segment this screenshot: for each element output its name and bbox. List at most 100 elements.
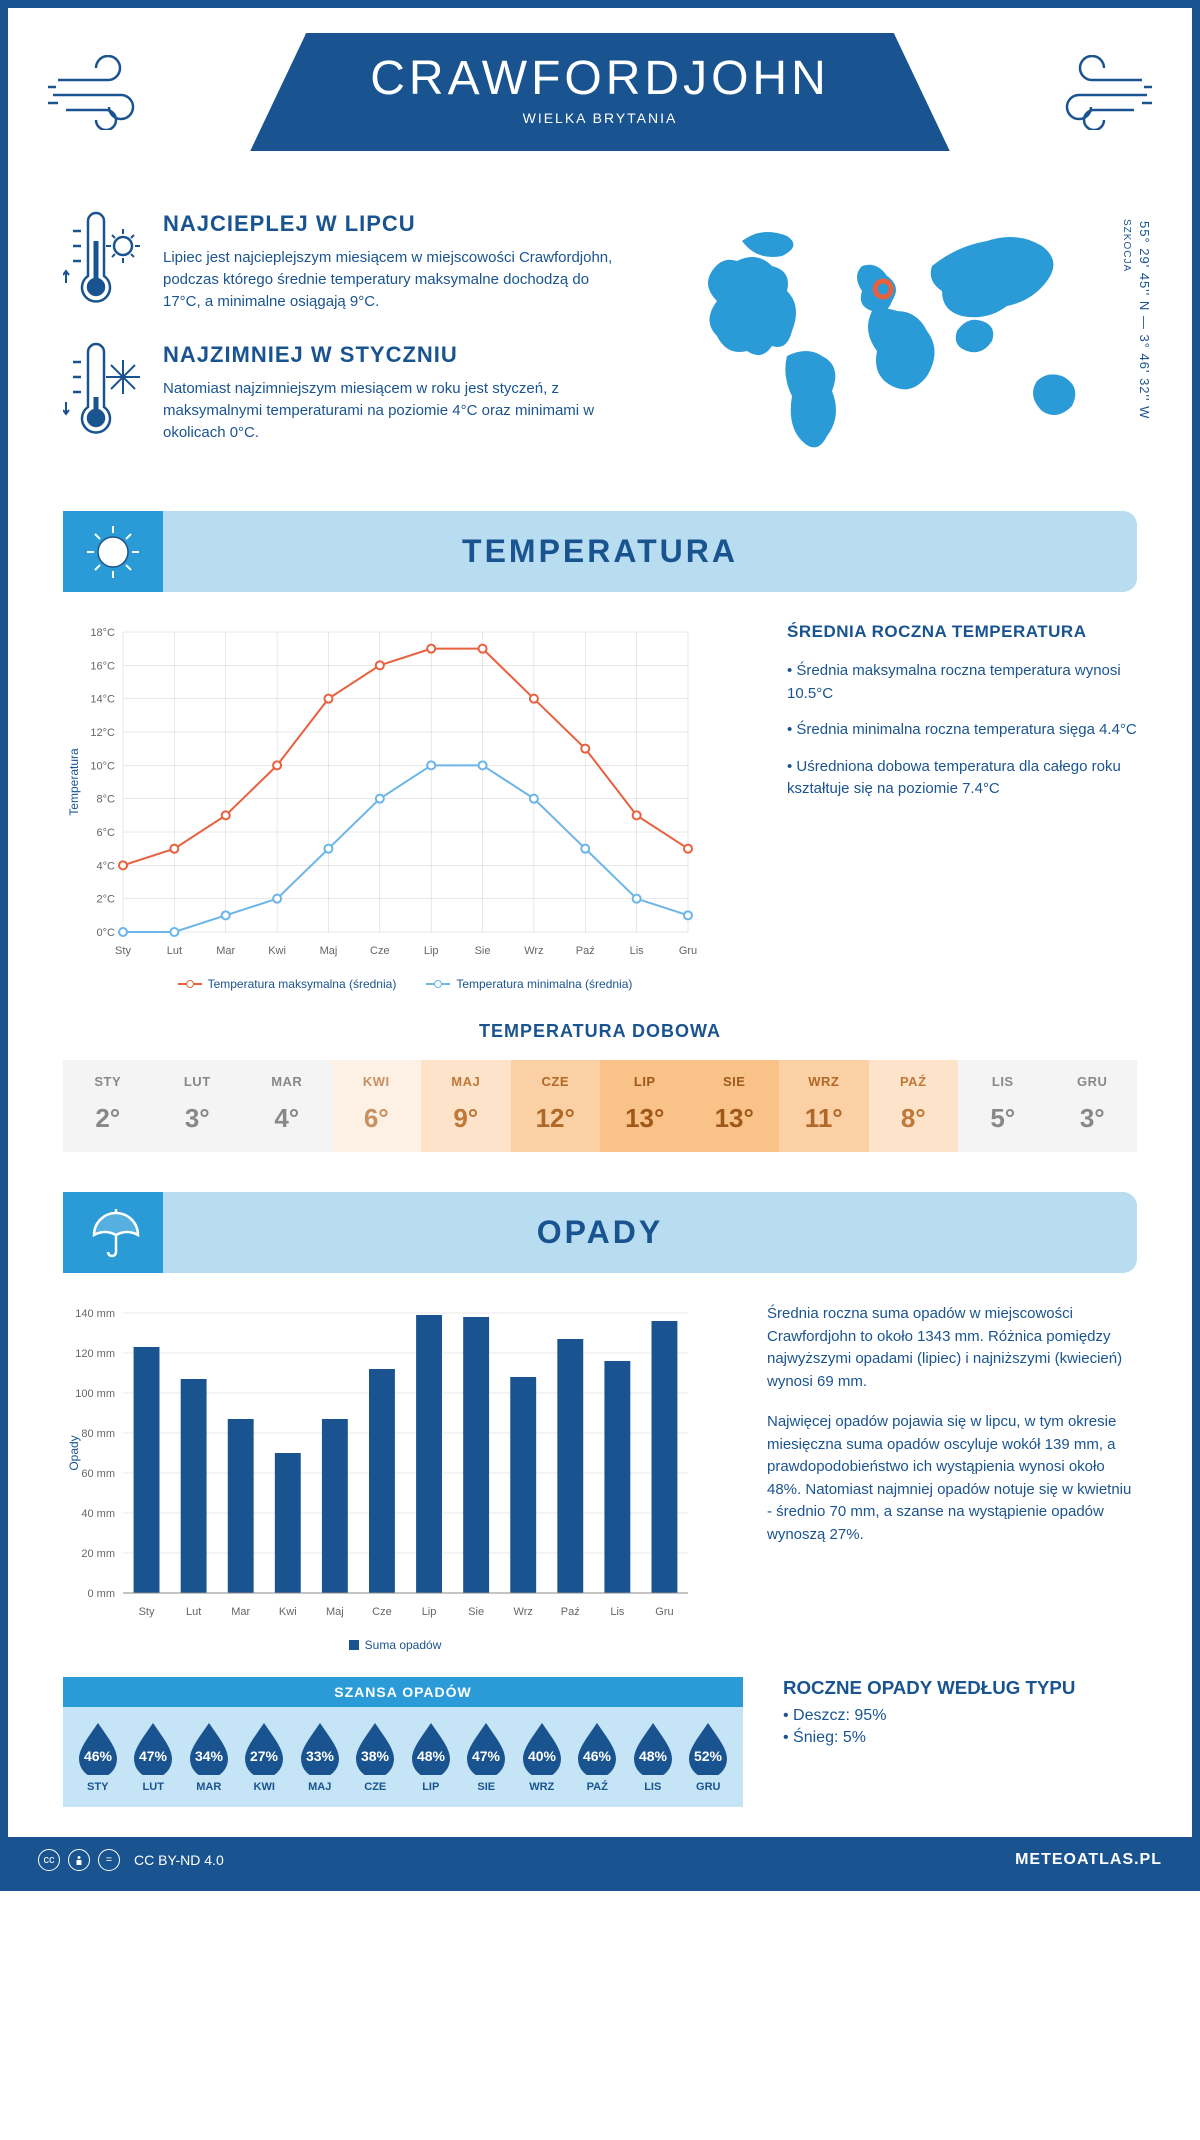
license-text: CC BY-ND 4.0 xyxy=(134,1852,224,1868)
daily-cell: GRU 3° xyxy=(1048,1060,1138,1152)
precip-type-title: ROCZNE OPADY WEDŁUG TYPU xyxy=(783,1677,1137,1699)
world-map-panel: SZKOCJA 55° 29' 45'' N — 3° 46' 32'' W xyxy=(657,211,1137,476)
warmest-title: NAJCIEPLEJ W LIPCU xyxy=(163,211,627,237)
chance-drop: 27% KWI xyxy=(238,1721,292,1793)
svg-text:Paź: Paź xyxy=(576,945,595,957)
svg-text:Sie: Sie xyxy=(475,945,491,957)
precipitation-title: OPADY xyxy=(63,1214,1137,1251)
svg-text:Lip: Lip xyxy=(422,1606,437,1618)
svg-text:Sty: Sty xyxy=(115,945,131,957)
svg-text:47%: 47% xyxy=(472,1748,501,1764)
precipitation-chance: SZANSA OPADÓW 46% STY 47% LUT 34% MAR 27… xyxy=(63,1677,743,1807)
daily-cell: LIP 13° xyxy=(600,1060,690,1152)
precip-type-bullet: • Deszcz: 95% xyxy=(783,1707,1137,1725)
temp-bullet: • Średnia minimalna roczna temperatura s… xyxy=(787,719,1137,742)
svg-text:80 mm: 80 mm xyxy=(81,1428,115,1440)
svg-text:0°C: 0°C xyxy=(97,927,116,939)
chance-drop: 48% LIS xyxy=(626,1721,680,1793)
chance-drop: 46% STY xyxy=(71,1721,125,1793)
svg-text:Lut: Lut xyxy=(186,1606,201,1618)
svg-text:33%: 33% xyxy=(306,1748,335,1764)
svg-text:Lis: Lis xyxy=(630,945,645,957)
wind-icon-left xyxy=(48,55,158,130)
chance-title: SZANSA OPADÓW xyxy=(63,1677,743,1707)
precip-p1: Średnia roczna suma opadów w miejscowośc… xyxy=(767,1303,1137,1393)
chance-drop: 52% GRU xyxy=(682,1721,736,1793)
svg-text:14°C: 14°C xyxy=(90,694,115,706)
legend-precip: Suma opadów xyxy=(365,1638,442,1652)
svg-text:16°C: 16°C xyxy=(90,660,115,672)
svg-text:46%: 46% xyxy=(84,1748,113,1764)
daily-cell: STY 2° xyxy=(63,1060,153,1152)
daily-cell: MAJ 9° xyxy=(421,1060,511,1152)
svg-text:38%: 38% xyxy=(361,1748,390,1764)
svg-text:140 mm: 140 mm xyxy=(75,1308,115,1320)
precipitation-chart: 0 mm20 mm40 mm60 mm80 mm100 mm120 mm140 … xyxy=(63,1303,703,1623)
svg-text:48%: 48% xyxy=(417,1748,446,1764)
svg-text:Gru: Gru xyxy=(679,945,697,957)
daily-cell: LIS 5° xyxy=(958,1060,1048,1152)
svg-text:60 mm: 60 mm xyxy=(81,1468,115,1480)
chance-drop: 38% CZE xyxy=(349,1721,403,1793)
svg-text:Lut: Lut xyxy=(167,945,182,957)
precipitation-legend: Suma opadów xyxy=(63,1638,727,1652)
chance-drop: 48% LIP xyxy=(404,1721,458,1793)
svg-text:Paź: Paź xyxy=(561,1606,580,1618)
coldest-block: NAJZIMNIEJ W STYCZNIU Natomiast najzimni… xyxy=(63,342,627,443)
svg-text:40 mm: 40 mm xyxy=(81,1508,115,1520)
legend-max: Temperatura maksymalna (średnia) xyxy=(208,977,397,991)
svg-text:Mar: Mar xyxy=(216,945,235,957)
intro-section: NAJCIEPLEJ W LIPCU Lipiec jest najcieple… xyxy=(8,191,1192,511)
svg-text:Kwi: Kwi xyxy=(279,1606,297,1618)
daily-cell: MAR 4° xyxy=(242,1060,332,1152)
svg-text:47%: 47% xyxy=(139,1748,168,1764)
title-banner: CRAWFORDJOHN WIELKA BRYTANIA xyxy=(250,33,950,151)
header: CRAWFORDJOHN WIELKA BRYTANIA xyxy=(8,8,1192,191)
daily-temperature: TEMPERATURA DOBOWA STY 2° LUT 3° MAR 4° … xyxy=(8,1021,1192,1192)
svg-text:Cze: Cze xyxy=(372,1606,392,1618)
svg-text:40%: 40% xyxy=(528,1748,557,1764)
site-name: METEOATLAS.PL xyxy=(1015,1851,1162,1869)
svg-text:2°C: 2°C xyxy=(97,894,116,906)
svg-text:120 mm: 120 mm xyxy=(75,1348,115,1360)
temperature-chart: 0°C2°C4°C6°C8°C10°C12°C14°C16°C18°CStyLu… xyxy=(63,622,703,962)
daily-cell: KWI 6° xyxy=(332,1060,422,1152)
warmest-text: Lipiec jest najcieplejszym miesiącem w m… xyxy=(163,247,627,312)
svg-text:Sie: Sie xyxy=(468,1606,484,1618)
svg-text:46%: 46% xyxy=(583,1748,612,1764)
temp-bullet: • Uśredniona dobowa temperatura dla całe… xyxy=(787,756,1137,801)
svg-text:Kwi: Kwi xyxy=(268,945,286,957)
daily-cell: CZE 12° xyxy=(511,1060,601,1152)
temperature-section-header: TEMPERATURA xyxy=(63,511,1137,592)
footer: cc = CC BY-ND 4.0 METEOATLAS.PL xyxy=(8,1837,1192,1883)
temp-info-title: ŚREDNIA ROCZNA TEMPERATURA xyxy=(787,622,1137,642)
svg-text:Lip: Lip xyxy=(424,945,439,957)
precipitation-section-header: OPADY xyxy=(63,1192,1137,1273)
chance-drop: 33% MAJ xyxy=(293,1721,347,1793)
by-icon xyxy=(68,1849,90,1871)
svg-text:12°C: 12°C xyxy=(90,727,115,739)
svg-text:Wrz: Wrz xyxy=(524,945,543,957)
precip-p2: Najwięcej opadów pojawia się w lipcu, w … xyxy=(767,1411,1137,1546)
coldest-title: NAJZIMNIEJ W STYCZNIU xyxy=(163,342,627,368)
legend-min: Temperatura minimalna (średnia) xyxy=(456,977,632,991)
svg-text:Wrz: Wrz xyxy=(514,1606,533,1618)
svg-text:Opady: Opady xyxy=(67,1435,81,1470)
daily-temp-title: TEMPERATURA DOBOWA xyxy=(63,1021,1137,1042)
chance-drop: 46% PAŹ xyxy=(571,1721,625,1793)
svg-text:Cze: Cze xyxy=(370,945,390,957)
daily-cell: SIE 13° xyxy=(690,1060,780,1152)
cc-icon: cc xyxy=(38,1849,60,1871)
chance-drop: 40% WRZ xyxy=(515,1721,569,1793)
svg-text:20 mm: 20 mm xyxy=(81,1548,115,1560)
warmest-block: NAJCIEPLEJ W LIPCU Lipiec jest najcieple… xyxy=(63,211,627,312)
svg-text:Temperatura: Temperatura xyxy=(67,748,81,816)
chance-drop: 47% LUT xyxy=(127,1721,181,1793)
page-title: CRAWFORDJOHN xyxy=(370,51,830,106)
daily-cell: PAŹ 8° xyxy=(869,1060,959,1152)
thermometer-cold-icon xyxy=(63,342,143,442)
umbrella-icon xyxy=(86,1205,141,1260)
temperature-legend: Temperatura maksymalna (średnia) Tempera… xyxy=(63,977,747,991)
chance-drop: 34% MAR xyxy=(182,1721,236,1793)
temp-bullet: • Średnia maksymalna roczna temperatura … xyxy=(787,660,1137,705)
